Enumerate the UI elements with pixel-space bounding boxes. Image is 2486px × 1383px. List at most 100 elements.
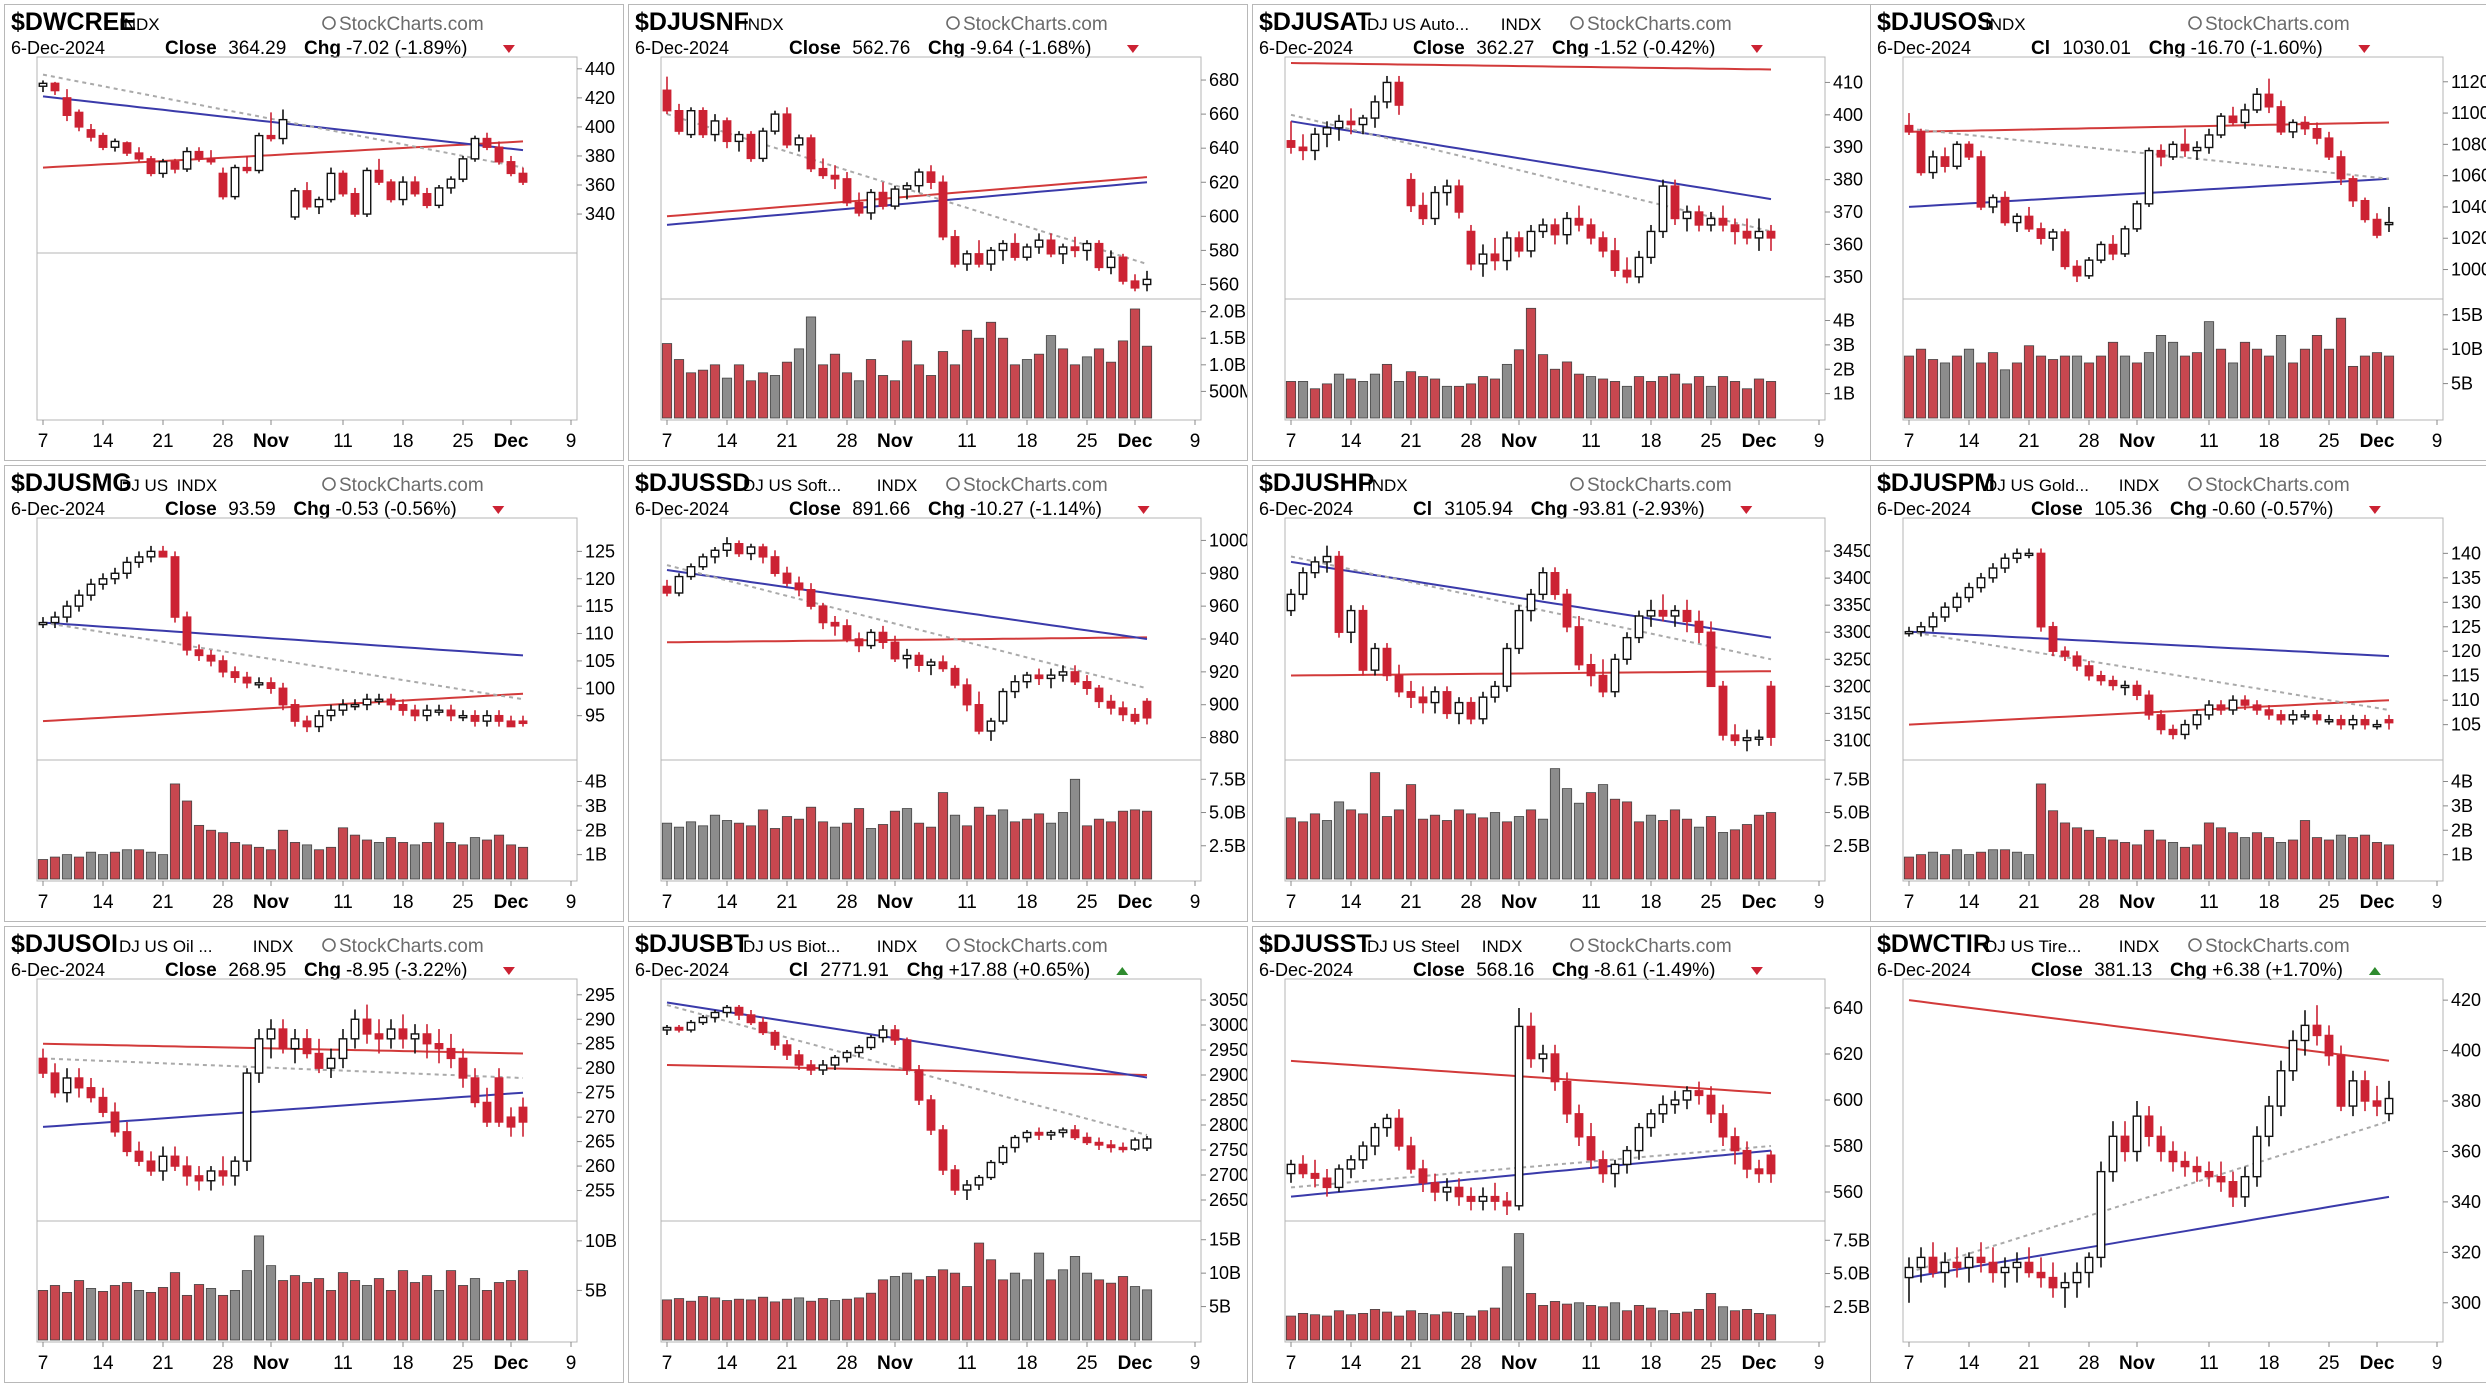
candle — [2348, 714, 2358, 730]
candle — [1904, 1257, 1914, 1303]
candle — [866, 189, 876, 220]
candle — [434, 704, 444, 716]
volume-bar — [973, 1242, 985, 1341]
copyright-icon — [322, 938, 336, 952]
copyright-icon — [1570, 477, 1584, 491]
volume-bar — [1321, 1315, 1333, 1341]
y-tick-label: 980 — [1209, 563, 1239, 583]
candle — [242, 1068, 252, 1171]
volume-bar — [229, 1290, 241, 1341]
candle — [446, 1033, 456, 1069]
volume-bar — [373, 842, 385, 880]
candle — [1904, 626, 1914, 637]
candle — [1406, 1136, 1416, 1174]
x-tick-label: Dec — [1118, 1353, 1153, 1374]
volume-bar — [709, 814, 721, 880]
volume-bar — [1645, 814, 1657, 880]
change-label: Chg — [1552, 960, 1589, 981]
y-tick-label: 560 — [1833, 1182, 1863, 1202]
candle — [2072, 651, 2082, 671]
volume-bar — [2215, 827, 2227, 880]
candle — [2348, 1070, 2358, 1117]
plot-frame — [36, 517, 578, 882]
candle — [770, 550, 780, 577]
plot-frame — [1284, 517, 1826, 882]
x-tick-label: 11 — [1581, 431, 1601, 452]
candle — [422, 1024, 432, 1059]
candle — [278, 109, 288, 145]
y-tick-label: 285 — [585, 1034, 615, 1054]
volume-bar — [961, 329, 973, 419]
candle — [2204, 700, 2214, 720]
candle — [122, 141, 132, 156]
candle — [38, 1048, 48, 1078]
close-value: 2771.91 — [820, 960, 889, 981]
candle — [1526, 224, 1536, 258]
y-tick-label: 420 — [585, 88, 615, 108]
candle — [686, 107, 696, 138]
volume-bar — [517, 1270, 529, 1341]
candle — [1322, 545, 1332, 573]
volume-bar — [325, 846, 337, 880]
candle — [326, 704, 336, 722]
close-label: Close — [1413, 38, 1465, 59]
y-tick-label: 115 — [585, 596, 614, 616]
volume-bar — [1645, 1307, 1657, 1341]
candle — [2288, 119, 2298, 139]
volume-bar — [1009, 821, 1021, 880]
volume-bar — [133, 1290, 145, 1341]
candle — [2096, 670, 2106, 686]
y-tick-label: 125 — [585, 541, 615, 561]
x-tick-label: 25 — [1076, 431, 1097, 452]
x-tick-label: 18 — [392, 1353, 413, 1374]
candle — [1286, 121, 1296, 154]
candle — [494, 141, 504, 165]
candle — [122, 556, 132, 579]
volume-bar — [913, 822, 925, 880]
chart-exchange: INDX — [2119, 937, 2160, 956]
candle — [1730, 724, 1740, 746]
volume-bar — [97, 854, 109, 880]
candle — [1010, 233, 1020, 261]
candle — [1454, 1178, 1464, 1206]
candle — [2300, 1010, 2310, 1056]
volume-bar — [853, 808, 865, 880]
volume-bar — [313, 1278, 325, 1341]
plot-frame — [1902, 978, 2444, 1343]
volume-bar — [1525, 307, 1537, 419]
x-tick-label: Nov — [877, 1353, 913, 1374]
volume-bar — [2047, 359, 2059, 419]
volume-bar — [229, 842, 241, 880]
candle — [1574, 205, 1584, 232]
candle — [818, 158, 828, 179]
candle — [2372, 1085, 2382, 1117]
volume-bar — [1963, 854, 1975, 880]
volume-bar — [373, 1278, 385, 1341]
volume-tick-label: 1B — [2451, 845, 2473, 865]
candle — [398, 1014, 408, 1049]
x-tick-label: 9 — [566, 431, 577, 452]
change-label: Chg — [1531, 499, 1568, 520]
candle — [110, 138, 120, 152]
volume-bar — [433, 1290, 445, 1341]
up-arrow-icon — [2368, 967, 2381, 975]
up-arrow-icon — [1116, 967, 1129, 975]
candle — [290, 187, 300, 220]
candle — [2036, 222, 2046, 245]
candle — [914, 1065, 924, 1105]
candle — [386, 693, 396, 711]
volume-bar — [217, 832, 229, 880]
candle — [842, 619, 852, 643]
candle — [2288, 1030, 2298, 1081]
candle — [2072, 1262, 2082, 1298]
chart-panel: $DJUSMG DJ US INDX StockCharts.com 6-Dec-202… — [4, 465, 624, 922]
candle — [2360, 714, 2370, 730]
candle — [794, 134, 804, 152]
candle — [770, 1030, 780, 1050]
chart-name: DJ US Soft... — [743, 476, 841, 495]
candle — [230, 164, 240, 200]
volume-tick-label: 5B — [2451, 374, 2473, 394]
volume-bar — [1129, 809, 1141, 880]
y-tick-label: 1000 — [2451, 260, 2486, 280]
volume-bar — [49, 1285, 61, 1341]
